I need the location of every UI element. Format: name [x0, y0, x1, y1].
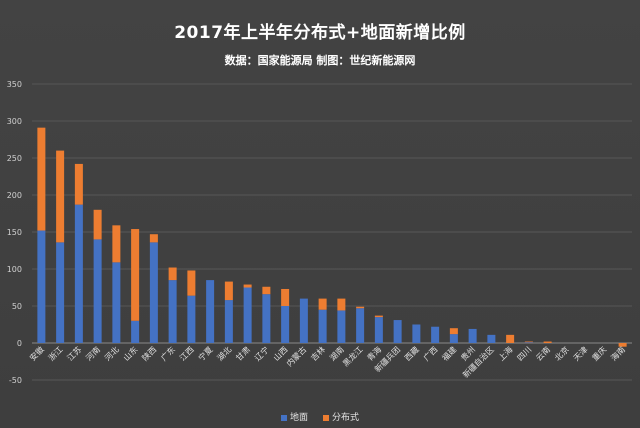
- bar-distributed: [93, 209, 102, 240]
- bar-ground: [37, 230, 46, 343]
- x-tick-label: 河北: [102, 344, 120, 362]
- y-tick-label: -50: [9, 376, 22, 385]
- x-tick-label: 江西: [178, 345, 196, 363]
- y-tick-label: 350: [7, 80, 22, 89]
- bar-ground: [524, 342, 533, 343]
- chart-subtitle: 数据：国家能源局 制图：世纪新能源网: [224, 54, 416, 67]
- legend-label-distributed: 分布式: [331, 413, 359, 423]
- x-tick-label: 北京: [552, 344, 570, 362]
- bar-distributed: [74, 163, 83, 205]
- x-tick-label: 辽宁: [252, 344, 270, 362]
- x-tick-label: 广东: [159, 344, 177, 362]
- bar-ground: [262, 294, 271, 343]
- bar-distributed: [168, 267, 177, 281]
- bar-ground: [206, 280, 215, 343]
- x-tick-label: 福建: [440, 344, 458, 362]
- y-tick-label: 150: [7, 228, 22, 237]
- y-tick-label: 250: [7, 154, 22, 163]
- x-tick-label: 黑龙江: [340, 344, 364, 368]
- x-tick-label: 四川: [516, 345, 534, 363]
- x-tick-label: 内蒙古: [284, 344, 308, 368]
- bar-ground: [93, 239, 102, 343]
- bar-ground: [74, 204, 83, 343]
- y-tick-label: 300: [7, 117, 22, 126]
- x-tick-label: 云南: [534, 344, 552, 362]
- bar-distributed: [112, 225, 121, 263]
- x-tick-label: 湖北: [216, 345, 234, 363]
- x-tick-label: 安徽: [27, 344, 45, 362]
- bar-ground: [374, 317, 383, 343]
- bar-distributed: [262, 286, 271, 295]
- bar-distributed: [243, 284, 252, 288]
- bar-distributed: [449, 328, 458, 335]
- bar-ground: [224, 300, 233, 343]
- legend-item-ground: 地面: [281, 410, 308, 423]
- bar-distributed: [37, 127, 46, 231]
- bar-distributed: [374, 315, 383, 318]
- bar-ground: [318, 309, 327, 343]
- legend: 地面 分布式: [0, 410, 640, 423]
- legend-swatch-ground: [281, 414, 288, 421]
- x-tick-label: 山东: [121, 344, 139, 362]
- bar-ground: [487, 334, 496, 343]
- x-tick-label: 河南: [84, 344, 102, 362]
- bar-ground: [449, 334, 458, 343]
- x-tick-label: 西藏: [402, 344, 420, 362]
- x-tick-label: 重庆: [590, 344, 608, 362]
- bar-distributed: [131, 229, 140, 321]
- x-tick-label: 上海: [496, 344, 514, 362]
- legend-item-distributed: 分布式: [322, 410, 359, 423]
- bar-distributed: [224, 281, 233, 301]
- bar-ground: [187, 295, 196, 343]
- x-tick-label: 宁夏: [196, 344, 214, 362]
- y-tick-label: 100: [7, 265, 22, 274]
- x-tick-label: 广西: [421, 344, 439, 362]
- bar-ground: [337, 310, 346, 343]
- bar-distributed: [337, 298, 346, 311]
- bar-ground: [468, 328, 477, 343]
- y-tick-label: 0: [17, 339, 22, 348]
- x-tick-label: 江苏: [65, 344, 83, 362]
- bar-ground: [412, 324, 421, 343]
- bar-ground: [393, 320, 402, 343]
- bar-ground: [56, 242, 65, 343]
- bar-distributed: [281, 288, 290, 306]
- bar-distributed: [506, 334, 515, 343]
- x-tick-label: 天津: [571, 344, 589, 362]
- bar-ground: [431, 326, 440, 343]
- bar-ground: [281, 306, 290, 343]
- bar-distributed: [356, 306, 365, 309]
- bar-ground: [299, 298, 308, 343]
- x-tick-label: 海南: [609, 344, 627, 362]
- bar-ground: [131, 320, 140, 343]
- x-tick-label: 甘肃: [234, 344, 252, 362]
- legend-swatch-distributed: [322, 414, 329, 421]
- bar-distributed: [524, 341, 533, 343]
- chart-title: 2017年上半年分布式+地面新增比例: [174, 23, 466, 43]
- bar-distributed: [149, 234, 158, 243]
- x-tick-label: 浙江: [46, 344, 64, 362]
- y-tick-label: 200: [7, 191, 22, 200]
- bar-distributed: [543, 341, 552, 343]
- bar-distributed: [56, 150, 65, 243]
- bar-ground: [356, 308, 365, 343]
- bar-ground: [243, 287, 252, 343]
- y-tick-label: 50: [12, 302, 22, 311]
- bar-distributed: [187, 270, 196, 296]
- bar-ground: [112, 262, 121, 343]
- x-tick-label: 吉林: [309, 344, 327, 362]
- bar-ground: [168, 280, 177, 343]
- x-tick-label: 陕西: [140, 344, 158, 362]
- bar-distributed: [618, 343, 627, 347]
- bar-distributed: [318, 298, 327, 310]
- bar-ground: [149, 242, 158, 343]
- legend-label-ground: 地面: [290, 413, 309, 423]
